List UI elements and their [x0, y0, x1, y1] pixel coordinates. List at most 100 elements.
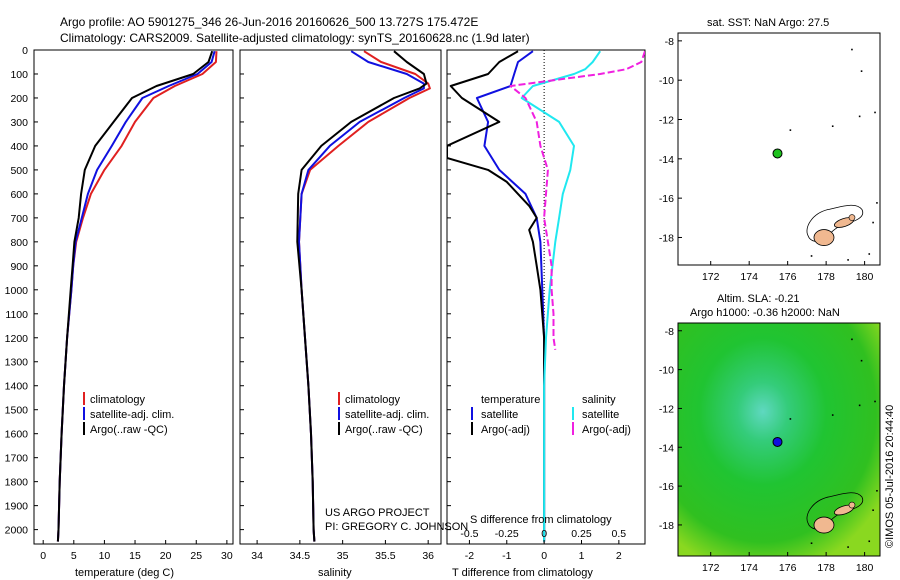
project-credit: US ARGO PROJECT: [325, 507, 430, 519]
legend-label-argo: Argo(..raw -QC): [90, 424, 168, 436]
depth-tick-label: 0: [22, 45, 28, 57]
map-x-tick-label: 174: [740, 562, 758, 574]
legend-label-t-argo: Argo(-adj): [481, 424, 530, 436]
salinity-legend: climatology satellite-adj. clim. Argo(..…: [338, 392, 429, 436]
temperature-legend: climatology satellite-adj. clim. Argo(..…: [83, 392, 174, 436]
map-y-tick-label: -16: [659, 193, 674, 205]
small-island: [851, 48, 853, 51]
x-tick-label: 25: [190, 550, 202, 562]
small-island: [831, 125, 834, 128]
x-tick-label: 34.5: [290, 550, 311, 562]
sst-map-title: sat. SST: NaN Argo: 27.5: [707, 17, 829, 29]
series-argo-raw-qc: [296, 50, 428, 542]
legend-label-s-argo: Argo(-adj): [582, 424, 631, 436]
depth-tick-label: 1900: [5, 501, 29, 513]
legend-title-salinity: salinity: [582, 394, 616, 406]
series-satellite-adj-clim: [298, 50, 425, 542]
small-island: [860, 70, 863, 72]
depth-tick-label: 1100: [5, 309, 28, 321]
series-climatology: [298, 50, 431, 542]
series-climatology: [56, 51, 218, 542]
small-island: [874, 111, 876, 114]
map-y-tick-label: -14: [659, 442, 674, 454]
x-tick-label: 5: [71, 550, 77, 562]
depth-tick-label: 900: [10, 261, 28, 273]
small-island: [858, 404, 861, 407]
legend-label-s-satellite: satellite: [582, 409, 619, 421]
sla-map-axes: [677, 322, 881, 557]
map-x-tick-label: 174: [740, 271, 758, 283]
difference-legend: temperature salinity satellite Argo(-adj…: [471, 394, 631, 436]
small-island: [868, 540, 871, 543]
depth-tick-label: 1300: [5, 357, 29, 369]
imos-credit: ©IMOS 05-Jul-2016 20:44:40: [884, 405, 896, 548]
map-y-tick-label: -10: [659, 365, 674, 377]
legend-label-argo: Argo(..raw -QC): [345, 424, 423, 436]
map-y-tick-label: -18: [659, 520, 674, 532]
figure-title-line1: Argo profile: AO 5901275_346 26-Jun-2016…: [60, 15, 478, 29]
x-tick-label: 1: [579, 550, 585, 562]
depth-axis: 0 100 200 300 400 500 600 700 800 900 1000 1100 1200…: [5, 45, 451, 537]
small-island: [847, 546, 849, 548]
map-x-tick-label: 180: [856, 562, 874, 574]
depth-tick-label: 100: [10, 69, 28, 81]
small-island: [831, 414, 834, 416]
x-tick-label: 30: [221, 550, 233, 562]
x-tick-label: 35: [337, 550, 349, 562]
small-island: [874, 400, 876, 403]
sla-map-content: 172 174 176 178 180 -8 -10 -12 -14 -16 -18: [659, 326, 878, 574]
legend-label-satellite: satellite-adj. clim.: [90, 409, 174, 421]
map-y-tick-label: -12: [659, 115, 674, 127]
island-taveuni: [848, 501, 856, 509]
depth-tick-label: 1400: [5, 381, 29, 393]
salinity-plot: [296, 50, 431, 542]
s-diff-tick-label: 0.5: [612, 528, 627, 540]
map-x-tick-label: 178: [817, 562, 835, 574]
x-tick-label: 2: [616, 550, 622, 562]
depth-tick-label: 600: [10, 189, 28, 201]
map-y-tick-label: -8: [665, 36, 674, 48]
legend-label-climatology: climatology: [90, 394, 146, 406]
depth-tick-label: 200: [10, 93, 28, 105]
x-tick-label: 0: [541, 550, 547, 562]
small-island: [876, 202, 878, 204]
sla-map-title-line1: Altim. SLA: -0.21: [717, 293, 800, 305]
sst-map-axes: [677, 32, 881, 266]
x-tick-label: -2: [465, 550, 474, 562]
map-x-tick-label: 176: [779, 271, 797, 283]
island-viti-levu: [813, 516, 835, 534]
difference-plot: [447, 50, 645, 544]
x-tick-label: 34: [251, 550, 263, 562]
series-salinity-satellite: [520, 50, 602, 542]
s-difference-xlabel: S difference from climatology: [470, 514, 612, 526]
small-island: [810, 255, 813, 257]
depth-tick-label: 700: [10, 213, 28, 225]
series-temperature-satellite: [475, 50, 546, 542]
depth-tick-label: 800: [10, 237, 28, 249]
s-diff-tick-label: 0: [541, 528, 547, 540]
small-island: [851, 338, 853, 341]
s-diff-tick-label: 0.25: [571, 528, 592, 540]
series-argo-raw-qc: [56, 50, 214, 542]
legend-label-satellite: satellite-adj. clim.: [345, 409, 429, 421]
temperature-axes: [33, 49, 234, 545]
small-island: [860, 359, 863, 362]
x-tick-label: 10: [99, 550, 111, 562]
series-salinity-argo-adj: [509, 50, 645, 350]
depth-tick-label: 1800: [5, 477, 29, 489]
pi-credit: PI: GREGORY C. JOHNSON: [325, 521, 468, 533]
depth-tick-label: 1000: [5, 285, 29, 297]
small-island: [847, 259, 849, 261]
map-y-tick-label: -8: [665, 326, 674, 338]
s-diff-tick-label: -0.5: [460, 528, 478, 540]
depth-tick-label: 300: [10, 117, 28, 129]
map-y-tick-label: -18: [659, 232, 674, 244]
float-position-marker: [772, 436, 783, 447]
depth-tick-label: 1500: [5, 405, 29, 417]
series-temperature-argo-adj: [447, 50, 546, 542]
x-tick-label: -1: [502, 550, 511, 562]
x-tick-label: 15: [129, 550, 141, 562]
map-x-tick-label: 180: [856, 271, 874, 283]
map-y-tick-label: -16: [659, 481, 674, 493]
